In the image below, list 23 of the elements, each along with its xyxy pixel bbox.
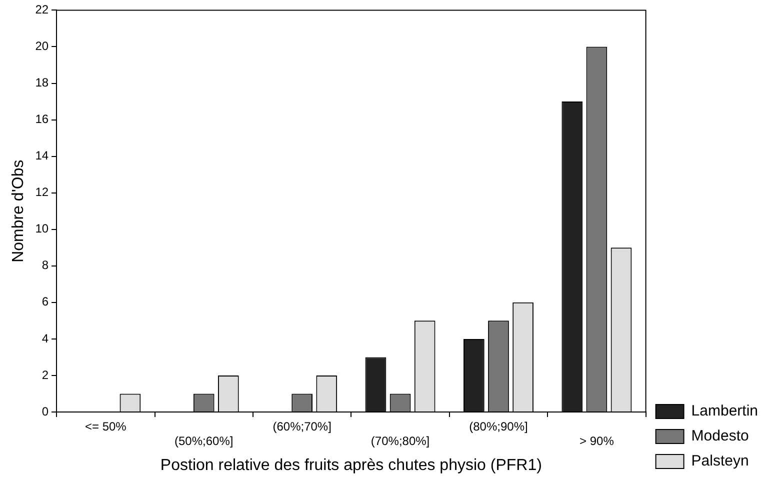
y-tick-label: 4 <box>42 331 49 346</box>
y-tick-label: 20 <box>35 39 49 54</box>
y-tick-label: 22 <box>35 2 49 17</box>
legend-label: Modesto <box>691 428 749 445</box>
y-tick-label: 8 <box>42 258 49 272</box>
legend-label: Lambertin <box>691 402 758 420</box>
x-tick-label: <= 50% <box>84 420 127 434</box>
y-tick-label: 0 <box>42 404 49 418</box>
x-tick-label: > 90% <box>580 434 614 448</box>
y-tick-label: 10 <box>35 222 49 236</box>
x-tick-label: (60%;70%] <box>272 420 332 434</box>
y-tick-label: 16 <box>35 112 49 126</box>
x-tick-label: (80%;90%] <box>469 420 528 434</box>
x-tick-label: (50%;60%] <box>174 434 234 448</box>
y-tick-label: 2 <box>42 368 49 382</box>
y-tick-label: 18 <box>35 76 49 90</box>
legend-label: Palsteyn <box>691 452 749 470</box>
x-tick-label: (70%;80%] <box>370 434 430 448</box>
y-tick-label: 12 <box>35 185 49 200</box>
y-axis-title: Nombre d'Obs <box>10 160 28 262</box>
x-axis-title: Postion relative des fruits après chutes physio (PFR1) <box>160 456 542 474</box>
y-tick-label: 14 <box>35 148 49 163</box>
y-tick-label: 6 <box>42 294 49 309</box>
